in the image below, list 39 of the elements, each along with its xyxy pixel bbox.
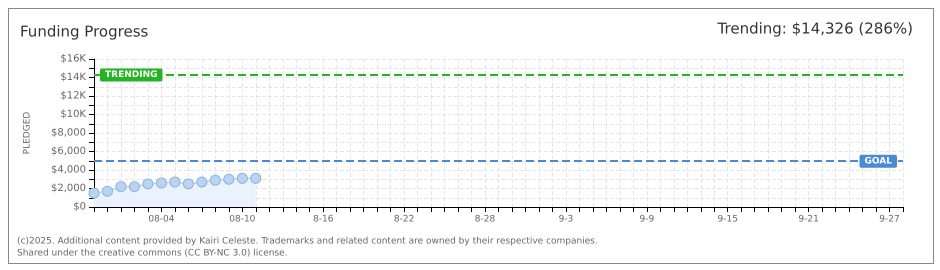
point: [88, 188, 100, 199]
x-tick-label: 8-16: [313, 214, 334, 224]
point: [236, 172, 248, 184]
text: (c)2025. Additional content provided by Kairi Celeste. Trademarks and related content are owned by their respective companies.: [17, 236, 598, 246]
y-axis-title: PLEDGED: [22, 112, 32, 154]
x-tick-label: 9-3: [558, 214, 574, 224]
x-tick-label: 08-04: [148, 214, 175, 224]
point: [102, 186, 113, 197]
point: [128, 181, 140, 192]
point: [115, 181, 126, 192]
y-tick-label: $2,000: [51, 183, 86, 194]
point: [169, 176, 180, 188]
ref-line-label: GOAL: [864, 156, 892, 166]
chart-subtitle: Trending: $14,326 (286%): [716, 20, 914, 38]
x-tick-label: 9-21: [798, 214, 819, 224]
y-tick-label: $12K: [60, 90, 86, 102]
point: [182, 178, 194, 190]
point: [250, 172, 262, 184]
point: [196, 176, 208, 188]
x-tick-label: 08-10: [229, 214, 256, 224]
y-tick-label: $4,000: [51, 164, 86, 176]
point: [223, 174, 234, 185]
chart-title: Funding Progress: [20, 22, 149, 40]
x-tick-label: 8-22: [394, 214, 414, 224]
x-tick-label: 9-15: [718, 214, 738, 224]
y-tick-label: $10K: [60, 109, 86, 120]
x-tick-label: 9-9: [639, 214, 654, 224]
y-tick-label: $8,000: [51, 128, 86, 138]
text: Shared under the creative commons (CC BY-NC 3.0) license.: [17, 248, 288, 258]
point: [156, 177, 167, 188]
ref-line-label: TRENDING: [105, 70, 158, 80]
point: [142, 178, 154, 190]
point: [210, 174, 221, 186]
x-tick-label: 9-27: [879, 214, 900, 224]
y-tick-label: $16K: [60, 54, 86, 64]
x-tick-label: 8-28: [474, 214, 496, 224]
y-tick-label: $14K: [60, 72, 86, 83]
y-tick-label: $6,000: [51, 146, 86, 157]
y-tick-label: $0: [73, 202, 86, 212]
